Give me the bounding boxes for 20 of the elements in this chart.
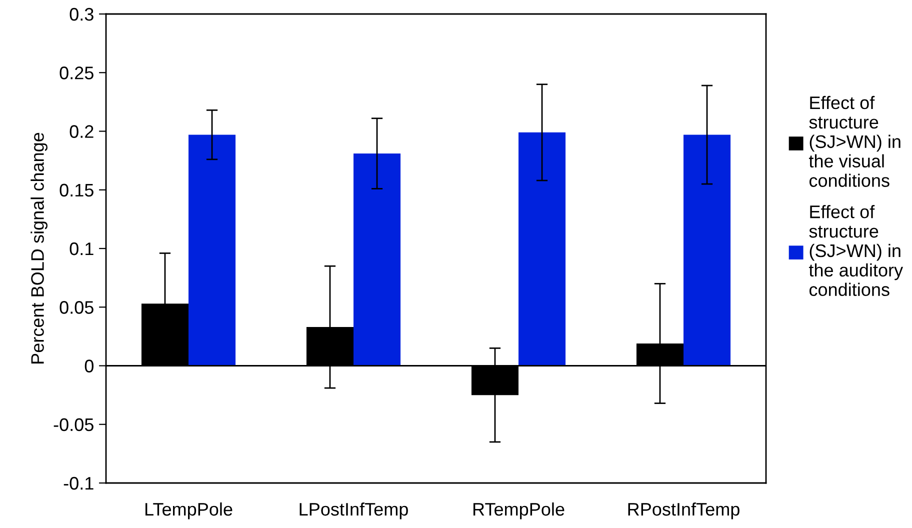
y-tick-label: 0.15 bbox=[60, 184, 94, 197]
bar bbox=[354, 154, 401, 366]
y-tick-label: 0.05 bbox=[60, 301, 94, 314]
y-tick-label: -0.05 bbox=[54, 418, 94, 432]
bar bbox=[684, 134, 731, 366]
y-tick-label: 0.25 bbox=[60, 66, 94, 80]
x-tick-label: LPostInfTemp bbox=[300, 502, 408, 520]
x-tick-label: LTempPole bbox=[145, 502, 232, 520]
legend-label: Effect of structure (SJ>WN) in the auditory conditions bbox=[808, 205, 904, 296]
x-tick-label: RTempPole bbox=[473, 502, 564, 520]
y-axis-title: Percent BOLD signal change bbox=[30, 132, 48, 364]
y-tick-label: 0.2 bbox=[70, 125, 94, 138]
y-tick-label: 0.1 bbox=[70, 242, 94, 256]
bar bbox=[518, 132, 566, 366]
x-tick-label: RPostInfTemp bbox=[628, 502, 740, 520]
legend-label: Effect of structure (SJ>WN) in the visual conditions bbox=[808, 96, 900, 187]
y-tick-label: 0.3 bbox=[70, 8, 94, 21]
bar bbox=[188, 134, 236, 366]
y-tick-label: -0.1 bbox=[64, 476, 94, 490]
y-tick-label: 0 bbox=[84, 360, 94, 372]
